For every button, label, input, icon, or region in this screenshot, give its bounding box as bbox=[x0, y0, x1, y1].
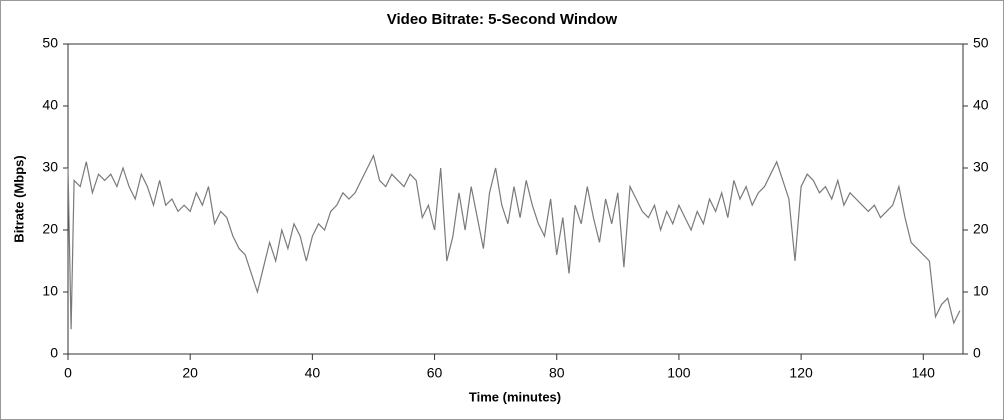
x-tick-label: 140 bbox=[912, 365, 936, 381]
x-tick-label: 60 bbox=[427, 365, 443, 381]
y2-tick-label: 40 bbox=[973, 97, 989, 113]
x-tick-label: 20 bbox=[182, 365, 198, 381]
y-tick-label: 40 bbox=[42, 97, 58, 113]
y2-tick-label: 10 bbox=[973, 283, 989, 299]
x-tick-label: 0 bbox=[64, 365, 72, 381]
y-tick-label: 30 bbox=[42, 159, 58, 175]
y2-tick-label: 30 bbox=[973, 159, 989, 175]
bitrate-line bbox=[67, 153, 961, 330]
x-tick-label: 80 bbox=[549, 365, 565, 381]
y-tick-label: 10 bbox=[42, 283, 58, 299]
y2-tick-label: 50 bbox=[973, 35, 989, 51]
y2-tick-label: 0 bbox=[973, 345, 981, 361]
y-tick-label: 50 bbox=[42, 35, 58, 51]
y-tick-label: 20 bbox=[42, 221, 58, 237]
x-tick-label: 40 bbox=[305, 365, 321, 381]
chart-title: Video Bitrate: 5-Second Window bbox=[387, 11, 618, 28]
x-tick-label: 100 bbox=[667, 365, 691, 381]
y2-tick-label: 20 bbox=[973, 221, 989, 237]
x-tick-label: 120 bbox=[789, 365, 813, 381]
y-tick-label: 0 bbox=[50, 345, 58, 361]
x-axis-label: Time (minutes) bbox=[469, 389, 561, 404]
y-axis-label: Bitrate (Mbps) bbox=[11, 155, 26, 242]
